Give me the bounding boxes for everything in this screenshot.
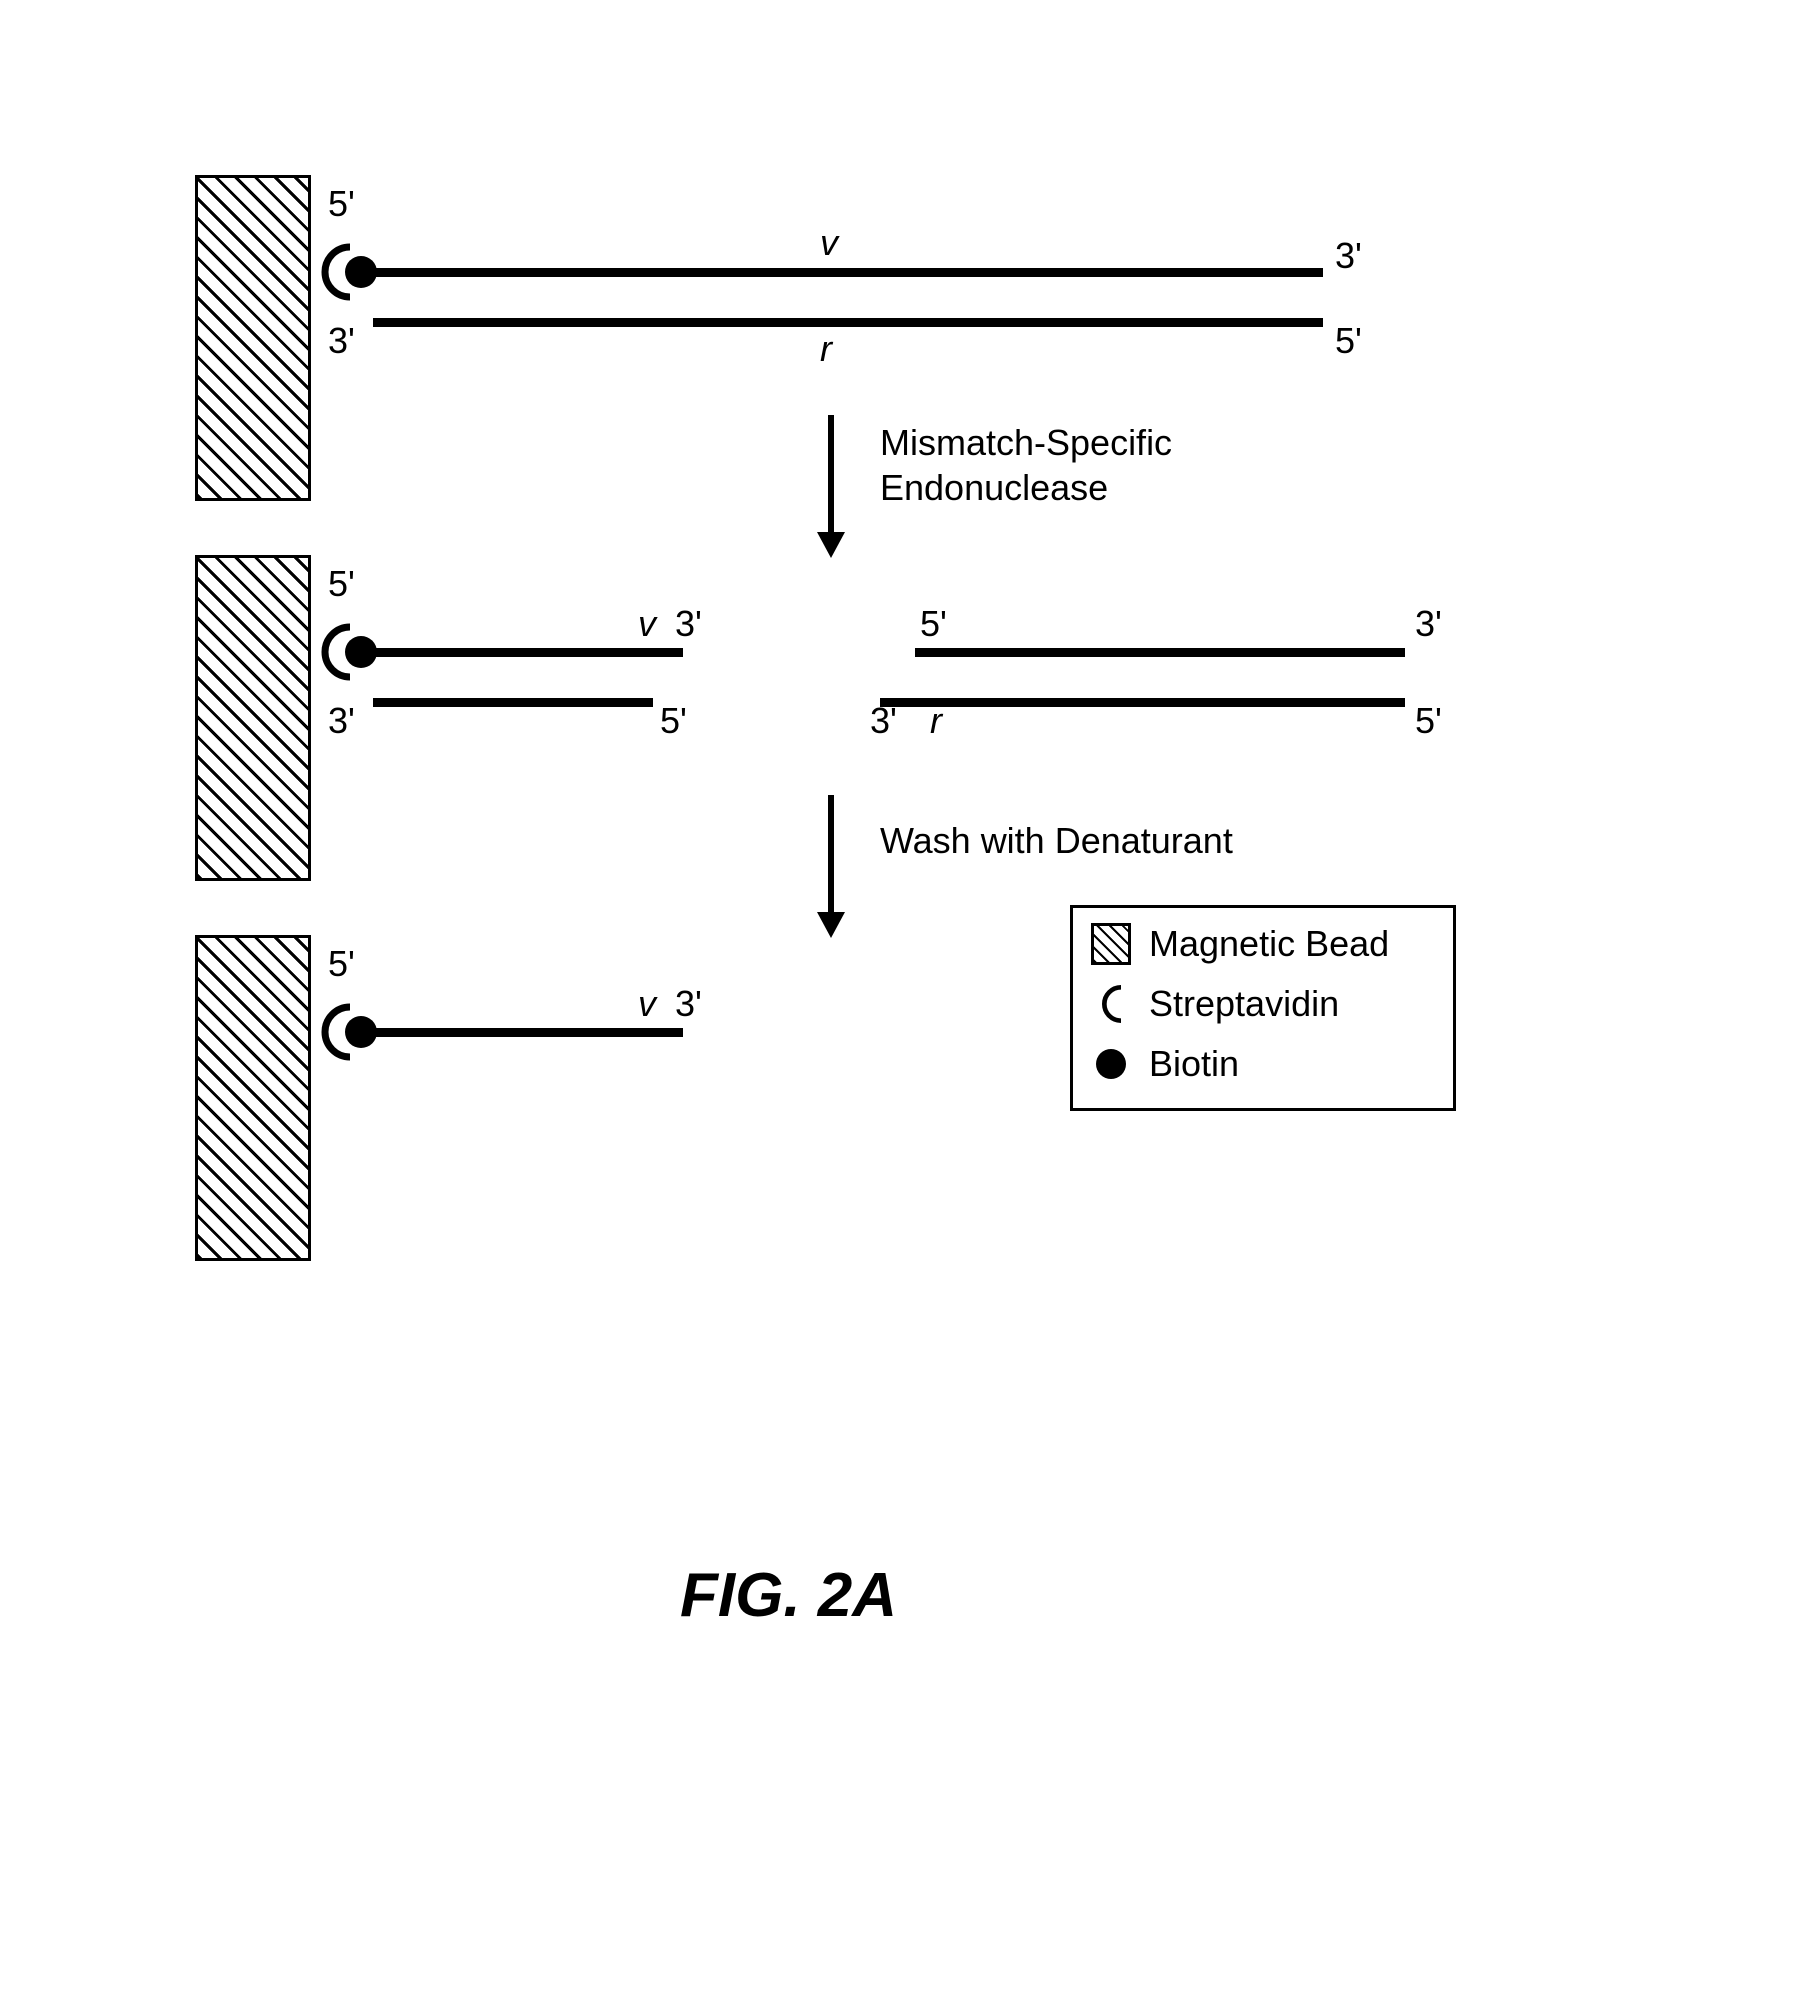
- legend-row-biotin: Biotin: [1091, 1043, 1239, 1085]
- label-3prime: 3': [328, 700, 355, 742]
- step1-line1: Mismatch-Specific: [880, 422, 1172, 463]
- label-5prime: 5': [1335, 320, 1362, 362]
- label-3prime: 3': [675, 983, 702, 1025]
- magnetic-bead-panel2: [195, 555, 311, 881]
- label-5prime: 5': [328, 943, 355, 985]
- legend-box: Magnetic Bead Streptavidin Biotin: [1070, 905, 1456, 1111]
- legend-row-magnetic-bead: Magnetic Bead: [1091, 923, 1389, 965]
- legend-label-streptavidin: Streptavidin: [1149, 983, 1339, 1025]
- label-v: v: [638, 983, 656, 1025]
- label-5prime: 5': [920, 603, 947, 645]
- right-strand-top: [915, 648, 1405, 657]
- label-r: r: [820, 328, 832, 370]
- left-strand-v: [373, 648, 683, 657]
- hatched-icon: [1091, 924, 1131, 964]
- label-5prime: 5': [660, 700, 687, 742]
- label-3prime: 3': [328, 320, 355, 362]
- legend-label-biotin: Biotin: [1149, 1043, 1239, 1085]
- label-3prime: 3': [675, 603, 702, 645]
- streptavidin-icon: [1091, 984, 1131, 1024]
- arrow-2-head: [817, 912, 845, 938]
- label-5prime: 5': [328, 183, 355, 225]
- figure-caption: FIG. 2A: [680, 1560, 897, 1631]
- label-5prime: 5': [328, 563, 355, 605]
- label-5prime: 5': [1415, 700, 1442, 742]
- step1-line2: Endonuclease: [880, 467, 1108, 508]
- legend-row-streptavidin: Streptavidin: [1091, 983, 1339, 1025]
- magnetic-bead-panel1: [195, 175, 311, 501]
- arrow-2-line: [828, 795, 834, 915]
- final-strand-v: [373, 1028, 683, 1037]
- strand-v-full: [373, 268, 1323, 277]
- label-v: v: [638, 603, 656, 645]
- step1-label: Mismatch-Specific Endonuclease: [880, 420, 1172, 510]
- arrow-1-head: [817, 532, 845, 558]
- arrow-1-line: [828, 415, 834, 535]
- label-3prime: 3': [1415, 603, 1442, 645]
- label-3prime: 3': [870, 700, 897, 742]
- caption-text: FIG. 2A: [680, 1561, 897, 1630]
- magnetic-bead-panel3: [195, 935, 311, 1261]
- label-r: r: [930, 700, 942, 742]
- step2-label: Wash with Denaturant: [880, 820, 1233, 862]
- label-3prime: 3': [1335, 235, 1362, 277]
- biotin-icon: [1091, 1044, 1131, 1084]
- left-strand-r: [373, 698, 653, 707]
- strand-r-full: [373, 318, 1323, 327]
- legend-label-bead: Magnetic Bead: [1149, 923, 1389, 965]
- label-v: v: [820, 222, 838, 264]
- right-strand-bot: [880, 698, 1405, 707]
